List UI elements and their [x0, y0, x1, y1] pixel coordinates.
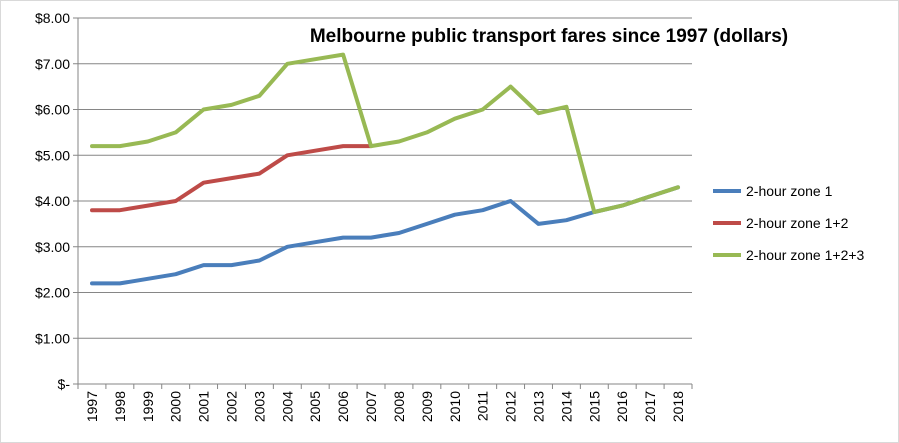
x-tick-label: 2017 [642, 391, 658, 422]
y-tick-label: $8.00 [35, 10, 70, 26]
y-tick-label: $2.00 [35, 285, 70, 301]
y-tick-label: $3.00 [35, 239, 70, 255]
x-tick-label: 2009 [419, 391, 435, 422]
series-line [90, 144, 373, 213]
y-tick-label: $7.00 [35, 56, 70, 72]
gridlines [78, 17, 692, 339]
series-line [90, 185, 680, 286]
legend-label: 2-hour zone 1+2 [746, 215, 849, 231]
x-tick-label: 1998 [112, 391, 128, 422]
x-tick-label: 2011 [475, 391, 491, 421]
x-tick-label: 2018 [670, 391, 686, 422]
y-tick-label: $- [58, 376, 71, 392]
x-tick-label: 2006 [335, 391, 351, 422]
x-tick-label: 2005 [307, 391, 323, 422]
x-tick-label: 2012 [503, 391, 519, 422]
y-tick-label: $4.00 [35, 193, 70, 209]
x-tick-label: 2001 [196, 391, 212, 422]
series-lines [90, 52, 680, 286]
chart-title: Melbourne public transport fares since 1… [310, 26, 788, 47]
x-tick-label: 2014 [558, 391, 574, 422]
y-tick-label: $1.00 [35, 330, 70, 346]
x-tick-label: 2015 [586, 391, 602, 422]
x-tick-label: 1997 [84, 391, 100, 422]
legend: 2-hour zone 1 2-hour zone 1+2 2-hour zone … [713, 183, 865, 263]
x-tick-label: 1999 [140, 391, 156, 422]
y-tick-label: $6.00 [35, 102, 70, 118]
x-axis-ticks: 1997 1998 1999 2000 2001 2002 2003 2004 2005 2006… [77, 384, 693, 422]
x-tick-label: 2010 [447, 391, 463, 422]
x-tick-label: 2004 [279, 391, 295, 422]
x-tick-label: 2008 [391, 391, 407, 422]
y-tick-label: $5.00 [35, 147, 70, 163]
x-tick-label: 2002 [224, 391, 240, 422]
x-tick-label: 2007 [363, 391, 379, 422]
y-axis-ticks: $- $1.00 $2.00 $3.00 $4.00 $5.00 $6.00 $7.00 $8.… [35, 10, 78, 392]
x-tick-label: 2003 [251, 391, 267, 422]
series-line [90, 52, 680, 214]
x-tick-label: 2016 [614, 391, 630, 422]
x-tick-label: 2000 [168, 391, 184, 422]
legend-label: 2-hour zone 1 [746, 183, 833, 199]
x-tick-label: 2013 [531, 391, 547, 422]
legend-label: 2-hour zone 1+2+3 [746, 247, 865, 263]
